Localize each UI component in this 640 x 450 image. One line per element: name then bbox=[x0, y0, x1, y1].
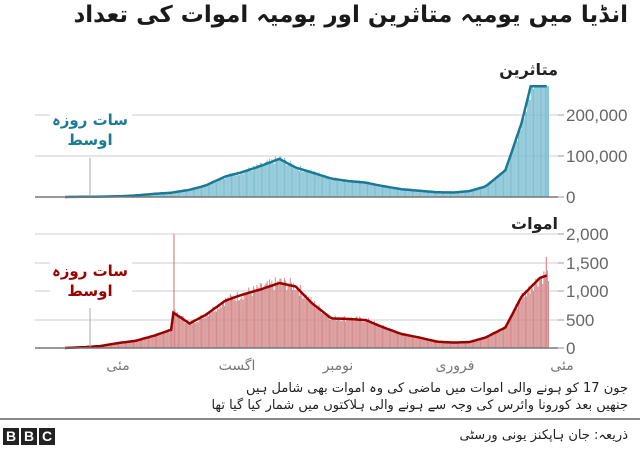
bbc-logo: B B C bbox=[3, 428, 55, 445]
deaths-ytick-0: 0 bbox=[566, 339, 575, 358]
chart-title: انڈیا میں یومیہ متاثرین اور یومیہ اموات … bbox=[73, 2, 628, 28]
footnote-line1: جون 17 کو ہونے والی اموات میں ماضی کی وہ… bbox=[245, 381, 628, 396]
deaths-legend-line2: اوسط bbox=[67, 282, 112, 300]
deaths-y-axis: 2,000 1,500 1,000 500 0 bbox=[558, 225, 609, 358]
month-label: فروری bbox=[436, 358, 475, 374]
deaths-ytick-1500: 1,500 bbox=[566, 254, 609, 273]
bbc-logo-letter: B bbox=[21, 428, 37, 445]
cases-ytick-100000: 100,000 bbox=[566, 147, 627, 166]
chart-canvas: سات روزہ اوسط 200,000 100,000 0 سات روزہ… bbox=[35, 85, 627, 374]
deaths-ytick-1000: 1,000 bbox=[566, 282, 609, 301]
bbc-logo-letter: C bbox=[39, 428, 55, 445]
cases-ytick-200000: 200,000 bbox=[566, 106, 627, 125]
bbc-logo-letter: B bbox=[3, 428, 19, 445]
x-axis-months: مئی اگست نومبر فروری مئی bbox=[106, 357, 573, 374]
month-label: مئی bbox=[550, 358, 573, 374]
deaths-average-line bbox=[64, 274, 548, 350]
footer-divider bbox=[0, 418, 640, 420]
deaths-bars bbox=[66, 234, 549, 348]
cases-average-line bbox=[65, 85, 547, 199]
cases-legend-line2: اوسط bbox=[67, 131, 112, 149]
cases-y-axis: 200,000 100,000 0 bbox=[558, 106, 627, 207]
month-label: نومبر bbox=[322, 358, 354, 374]
footnote-line2: جنھیں بعد کورونا وائرس کی وجہ سے ہونے وا… bbox=[211, 398, 628, 413]
month-label: مئی bbox=[106, 358, 129, 374]
cases-legend-line1: سات روزہ bbox=[52, 111, 128, 129]
source-credit: ذریعہ: جان ہاپکنز یونی ورسٹی bbox=[459, 428, 629, 443]
cases-bars bbox=[65, 86, 549, 197]
deaths-legend-line1: سات روزہ bbox=[52, 262, 128, 280]
month-label: اگست bbox=[219, 357, 256, 374]
cases-ytick-0: 0 bbox=[566, 188, 575, 207]
deaths-ytick-500: 500 bbox=[566, 311, 594, 330]
cases-legend-bg bbox=[50, 108, 132, 148]
deaths-ytick-2000: 2,000 bbox=[566, 225, 609, 244]
deaths-legend-bg bbox=[50, 257, 132, 299]
deaths-panel-label: اموات bbox=[511, 214, 558, 233]
cases-panel-label: متاثرین bbox=[499, 60, 558, 79]
